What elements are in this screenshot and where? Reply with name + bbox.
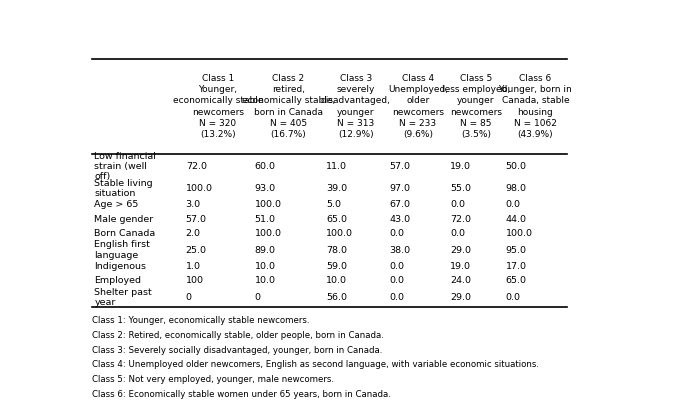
Text: 29.0: 29.0 (450, 246, 471, 255)
Text: 17.0: 17.0 (506, 262, 527, 271)
Text: 10.0: 10.0 (255, 276, 276, 286)
Text: 38.0: 38.0 (389, 246, 411, 255)
Text: Class 6: Economically stable women under 65 years, born in Canada.: Class 6: Economically stable women under… (92, 390, 391, 399)
Text: 98.0: 98.0 (506, 184, 527, 193)
Text: 100.0: 100.0 (186, 184, 213, 193)
Text: 0.0: 0.0 (450, 229, 466, 238)
Text: 95.0: 95.0 (506, 246, 527, 255)
Text: 93.0: 93.0 (255, 184, 276, 193)
Text: 59.0: 59.0 (326, 262, 347, 271)
Text: Class 5: Not very employed, younger, male newcomers.: Class 5: Not very employed, younger, mal… (92, 375, 334, 384)
Text: Indigenous: Indigenous (94, 262, 146, 271)
Text: 100.0: 100.0 (255, 229, 282, 238)
Text: Class 3
severely
disadvantaged,
younger
N = 313
(12.9%): Class 3 severely disadvantaged, younger … (321, 74, 391, 139)
Text: Class 4: Unemployed older newcomers, English as second language, with variable e: Class 4: Unemployed older newcomers, Eng… (92, 360, 539, 369)
Text: Class 4
Unemployed,
older
newcomers
N = 233
(9.6%): Class 4 Unemployed, older newcomers N = … (388, 74, 448, 139)
Text: Low financial
strain (well
off): Low financial strain (well off) (94, 151, 156, 181)
Text: 100.0: 100.0 (506, 229, 533, 238)
Text: 0.0: 0.0 (389, 293, 405, 302)
Text: 0.0: 0.0 (389, 229, 405, 238)
Text: Shelter past
year: Shelter past year (94, 288, 152, 307)
Text: Class 5
less employed,
younger
newcomers
N = 85
(3.5%): Class 5 less employed, younger newcomers… (442, 74, 510, 139)
Text: 100.0: 100.0 (326, 229, 353, 238)
Text: 97.0: 97.0 (389, 184, 411, 193)
Text: Class 1: Younger, economically stable newcomers.: Class 1: Younger, economically stable ne… (92, 316, 310, 325)
Text: Employed: Employed (94, 276, 142, 286)
Text: Male gender: Male gender (94, 215, 153, 224)
Text: 60.0: 60.0 (255, 162, 276, 171)
Text: Stable living
situation: Stable living situation (94, 179, 153, 198)
Text: 0.0: 0.0 (506, 200, 520, 210)
Text: 67.0: 67.0 (389, 200, 411, 210)
Text: 100: 100 (186, 276, 204, 286)
Text: 19.0: 19.0 (450, 162, 471, 171)
Text: 55.0: 55.0 (450, 184, 471, 193)
Text: 43.0: 43.0 (389, 215, 411, 224)
Text: 0.0: 0.0 (450, 200, 466, 210)
Text: Class 3: Severely socially disadvantaged, younger, born in Canada.: Class 3: Severely socially disadvantaged… (92, 346, 382, 355)
Text: 0.0: 0.0 (389, 262, 405, 271)
Text: 50.0: 50.0 (506, 162, 527, 171)
Text: Class 2
retired,
economically stable,
born in Canada
N = 405
(16.7%): Class 2 retired, economically stable, bo… (242, 74, 335, 139)
Text: 51.0: 51.0 (255, 215, 276, 224)
Text: 10.0: 10.0 (326, 276, 347, 286)
Text: 0.0: 0.0 (506, 293, 520, 302)
Text: 44.0: 44.0 (506, 215, 527, 224)
Text: 1.0: 1.0 (186, 262, 201, 271)
Text: Age > 65: Age > 65 (94, 200, 139, 210)
Text: 10.0: 10.0 (255, 262, 276, 271)
Text: 19.0: 19.0 (450, 262, 471, 271)
Text: 57.0: 57.0 (389, 162, 411, 171)
Text: 5.0: 5.0 (326, 200, 341, 210)
Text: 65.0: 65.0 (326, 215, 347, 224)
Text: Class 6
Younger, born in
Canada, stable
housing
N = 1062
(43.9%): Class 6 Younger, born in Canada, stable … (498, 74, 572, 139)
Text: 2.0: 2.0 (186, 229, 201, 238)
Text: 56.0: 56.0 (326, 293, 347, 302)
Text: 72.0: 72.0 (450, 215, 471, 224)
Text: 89.0: 89.0 (255, 246, 276, 255)
Text: 25.0: 25.0 (186, 246, 207, 255)
Text: 100.0: 100.0 (255, 200, 282, 210)
Text: 3.0: 3.0 (186, 200, 201, 210)
Text: 0: 0 (255, 293, 260, 302)
Text: English first
language: English first language (94, 240, 150, 260)
Text: 29.0: 29.0 (450, 293, 471, 302)
Text: 0: 0 (186, 293, 192, 302)
Text: Class 2: Retired, economically stable, older people, born in Canada.: Class 2: Retired, economically stable, o… (92, 331, 384, 340)
Text: 57.0: 57.0 (186, 215, 207, 224)
Text: Class 1
Younger,
economically stable
newcomers
N = 320
(13.2%): Class 1 Younger, economically stable new… (173, 74, 263, 139)
Text: 24.0: 24.0 (450, 276, 471, 286)
Text: 11.0: 11.0 (326, 162, 347, 171)
Text: 72.0: 72.0 (186, 162, 207, 171)
Text: 0.0: 0.0 (389, 276, 405, 286)
Text: 65.0: 65.0 (506, 276, 527, 286)
Text: 78.0: 78.0 (326, 246, 347, 255)
Text: Born Canada: Born Canada (94, 229, 155, 238)
Text: 39.0: 39.0 (326, 184, 347, 193)
